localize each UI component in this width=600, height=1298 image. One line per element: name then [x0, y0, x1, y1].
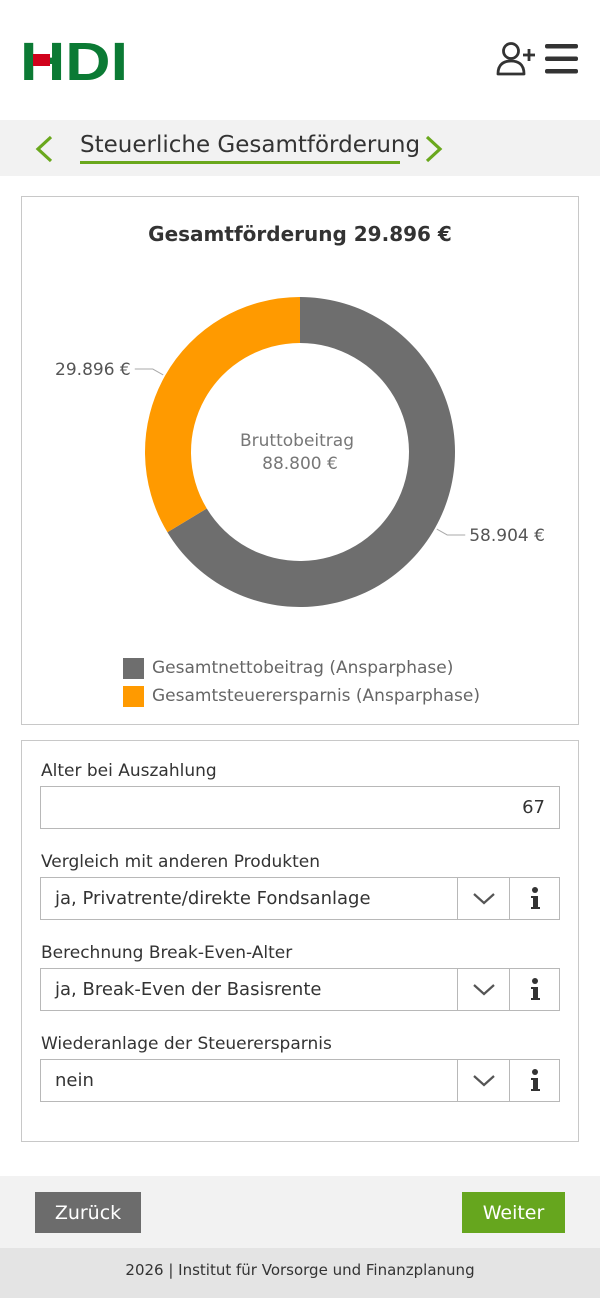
chart-center-value: 88.800 €: [262, 454, 338, 474]
hamburger-menu-icon[interactable]: [544, 42, 580, 76]
app-header: HDI: [0, 0, 600, 120]
compare-select[interactable]: ja, Privatrente/direkte Fondsanlage: [40, 877, 560, 920]
reinvest-value: nein: [55, 1070, 94, 1091]
info-icon[interactable]: [509, 969, 560, 1010]
legend-item-nettobeitrag: Gesamtnettobeitrag (Ansparphase): [123, 657, 453, 679]
legend-swatch-orange: [123, 685, 144, 707]
age-label: Alter bei Auszahlung: [41, 761, 217, 781]
compare-label: Vergleich mit anderen Produkten: [41, 852, 321, 872]
page-title-underline: [80, 161, 400, 164]
age-input[interactable]: 67: [40, 786, 560, 829]
breakeven-select[interactable]: ja, Break-Even der Basisrente: [40, 968, 560, 1011]
reinvest-label: Wiederanlage der Steuerersparnis: [41, 1034, 332, 1054]
legend-item-steuerersparnis: Gesamtsteuerersparnis (Ansparphase): [123, 685, 480, 707]
next-button[interactable]: Weiter: [462, 1192, 565, 1233]
breakeven-value: ja, Break-Even der Basisrente: [55, 979, 322, 1000]
reinvest-select[interactable]: nein: [40, 1059, 560, 1102]
chevron-down-icon[interactable]: [457, 1060, 509, 1101]
chart-center-label: Bruttobeitrag: [240, 431, 354, 451]
page-title-bar: [0, 120, 600, 176]
chevron-right-icon[interactable]: [422, 134, 446, 164]
compare-value: ja, Privatrente/direkte Fondsanlage: [55, 888, 371, 909]
donut-slice[interactable]: [145, 297, 300, 533]
chevron-down-icon[interactable]: [457, 878, 509, 919]
legend-label: Gesamtnettobeitrag (Ansparphase): [152, 658, 454, 678]
slice-value-label: 58.904 €: [469, 526, 545, 546]
user-plus-icon[interactable]: [496, 42, 536, 76]
slice-value-label: 29.896 €: [55, 360, 131, 380]
back-button[interactable]: Zurück: [35, 1192, 141, 1233]
donut-chart: 58.904 € 29.896 € Bruttobeitrag 88.800 €: [55, 297, 545, 607]
label-leader-line: [134, 368, 164, 376]
chevron-down-icon[interactable]: [457, 969, 509, 1010]
info-icon[interactable]: [509, 1060, 560, 1101]
legend-swatch-gray: [123, 657, 144, 679]
chevron-left-icon[interactable]: [32, 134, 56, 164]
breakeven-label: Berechnung Break-Even-Alter: [41, 943, 293, 963]
legend-label: Gesamtsteuerersparnis (Ansparphase): [152, 686, 480, 706]
label-leader-line: [436, 528, 466, 536]
hdi-logo[interactable]: HDI: [20, 39, 130, 83]
copyright-footer: 2026 | Institut für Vorsorge und Finanzp…: [0, 1248, 600, 1298]
info-icon[interactable]: [509, 878, 560, 919]
chart-card: [21, 196, 579, 725]
page-title: Steuerliche Gesamtförderung: [80, 132, 421, 158]
chart-title: Gesamtförderung 29.896 €: [148, 222, 452, 246]
age-value: 67: [522, 797, 545, 818]
donut-slice[interactable]: [167, 297, 456, 607]
